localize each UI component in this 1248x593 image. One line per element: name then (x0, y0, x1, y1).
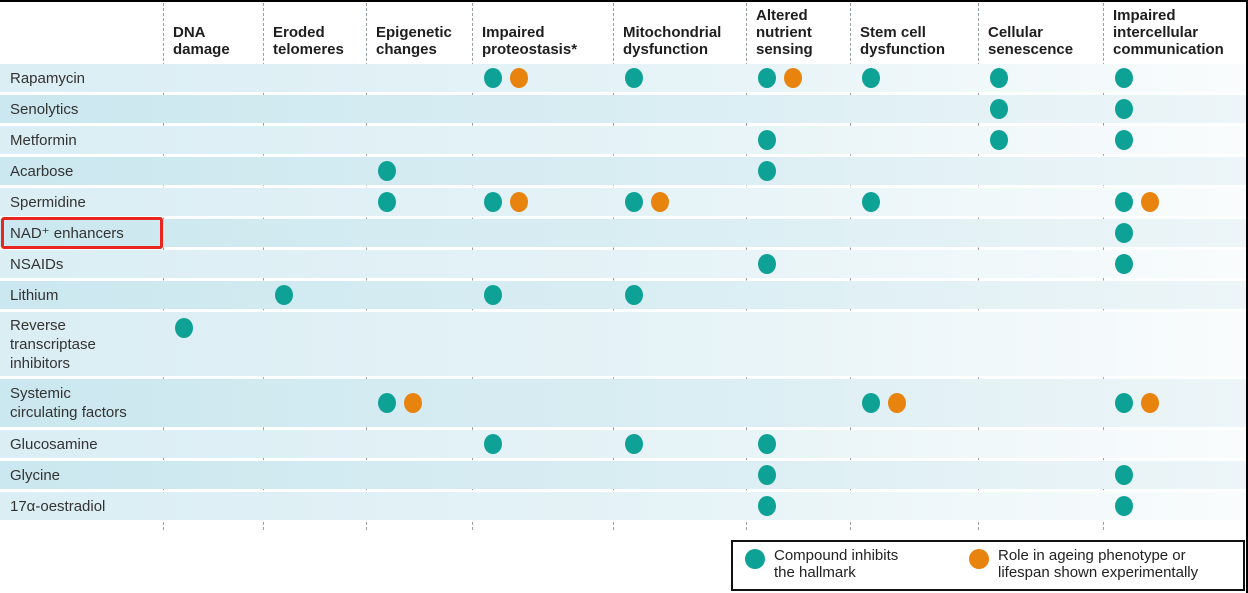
experimental-evidence-dot (651, 192, 669, 212)
inhibits-hallmark-dot (625, 68, 643, 88)
table-row: Lithium (0, 281, 1246, 309)
column-header: Altered nutrient sensing (756, 7, 813, 58)
column-headers-row: DNA damage Eroded telomeres Epigenetic cha… (0, 0, 1248, 62)
legend-teal-dot-icon (745, 549, 765, 569)
inhibits-hallmark-dot (1115, 68, 1133, 88)
inhibits-hallmark-dot (275, 285, 293, 305)
column-header: Impaired proteostasis* (482, 24, 578, 58)
legend-item-experimental: Role in ageing phenotype or lifespan sho… (969, 547, 1198, 581)
inhibits-hallmark-dot (1115, 393, 1133, 413)
row-label: Rapamycin (10, 69, 86, 87)
row-label: Glucosamine (10, 435, 98, 453)
inhibits-hallmark-dot (758, 434, 776, 454)
inhibits-hallmark-dot (758, 496, 776, 516)
experimental-evidence-dot (1141, 393, 1159, 413)
experimental-evidence-dot (1141, 192, 1159, 212)
inhibits-hallmark-dot (758, 254, 776, 274)
inhibits-hallmark-dot (1115, 254, 1133, 274)
column-header: Stem cell dysfunction (860, 24, 945, 58)
column-header: Impaired intercellular communication (1113, 7, 1224, 58)
row-label: NAD⁺ enhancers (10, 224, 124, 242)
column-header: Eroded telomeres (273, 24, 344, 58)
column-header: Cellular senescence (988, 24, 1074, 58)
row-label: Acarbose (10, 162, 74, 180)
inhibits-hallmark-dot (1115, 192, 1133, 212)
table-row: Glycine (0, 461, 1246, 489)
inhibits-hallmark-dot (990, 130, 1008, 150)
inhibits-hallmark-dot (625, 285, 643, 305)
inhibits-hallmark-dot (484, 285, 502, 305)
legend: Compound inhibits the hallmark Role in a… (731, 540, 1245, 591)
legend-experimental-label: Role in ageing phenotype or lifespan sho… (998, 547, 1199, 581)
table-row: Reverse transcriptase inhibitors (0, 312, 1246, 376)
inhibits-hallmark-dot (990, 99, 1008, 119)
inhibits-hallmark-dot (862, 192, 880, 212)
inhibits-hallmark-dot (1115, 130, 1133, 150)
inhibits-hallmark-dot (862, 393, 880, 413)
table-row: Glucosamine (0, 430, 1246, 458)
inhibits-hallmark-dot (1115, 465, 1133, 485)
inhibits-hallmark-dot (862, 68, 880, 88)
row-label: Reverse transcriptase inhibitors (10, 317, 96, 372)
row-label: Lithium (10, 286, 59, 304)
inhibits-hallmark-dot (625, 434, 643, 454)
row-label: NSAIDs (10, 255, 64, 273)
experimental-evidence-dot (888, 393, 906, 413)
inhibits-hallmark-dot (1115, 496, 1133, 516)
table-row: Rapamycin (0, 64, 1246, 92)
table-row: 17α-oestradiol (0, 492, 1246, 520)
table-row: Systemic circulating factors (0, 379, 1246, 427)
experimental-evidence-dot (510, 192, 528, 212)
row-label: Glycine (10, 466, 61, 484)
inhibits-hallmark-dot (378, 393, 396, 413)
row-label: 17α-oestradiol (10, 497, 106, 515)
inhibits-hallmark-dot (1115, 223, 1133, 243)
table-row: Senolytics (0, 95, 1246, 123)
table-row: Metformin (0, 126, 1246, 154)
row-label: Metformin (10, 131, 77, 149)
inhibits-hallmark-dot (484, 192, 502, 212)
legend-inhibits-label: Compound inhibits the hallmark (774, 547, 899, 581)
table-row: Spermidine (0, 188, 1246, 216)
inhibits-hallmark-dot (1115, 99, 1133, 119)
figure-right-border (1246, 0, 1248, 593)
row-label: Systemic circulating factors (10, 385, 127, 421)
inhibits-hallmark-dot (484, 434, 502, 454)
experimental-evidence-dot (510, 68, 528, 88)
inhibits-hallmark-dot (175, 318, 193, 338)
row-label: Senolytics (10, 100, 79, 118)
column-header: DNA damage (173, 24, 230, 58)
legend-item-inhibits: Compound inhibits the hallmark (745, 547, 898, 581)
inhibits-hallmark-dot (758, 161, 776, 181)
inhibits-hallmark-dot (378, 161, 396, 181)
inhibits-hallmark-dot (758, 465, 776, 485)
inhibits-hallmark-dot (758, 130, 776, 150)
table-row: NAD⁺ enhancers (0, 219, 1246, 247)
experimental-evidence-dot (404, 393, 422, 413)
experimental-evidence-dot (784, 68, 802, 88)
inhibits-hallmark-dot (625, 192, 643, 212)
row-label: Spermidine (10, 193, 86, 211)
table-row: Acarbose (0, 157, 1246, 185)
column-header: Epigenetic changes (376, 24, 452, 58)
table-row: NSAIDs (0, 250, 1246, 278)
inhibits-hallmark-dot (990, 68, 1008, 88)
inhibits-hallmark-dot (484, 68, 502, 88)
column-header: Mitochondrial dysfunction (623, 24, 722, 58)
figure-top-border (0, 0, 1248, 2)
nad-enhancers-highlight-box (1, 217, 163, 249)
inhibits-hallmark-dot (758, 68, 776, 88)
legend-orange-dot-icon (969, 549, 989, 569)
inhibits-hallmark-dot (378, 192, 396, 212)
